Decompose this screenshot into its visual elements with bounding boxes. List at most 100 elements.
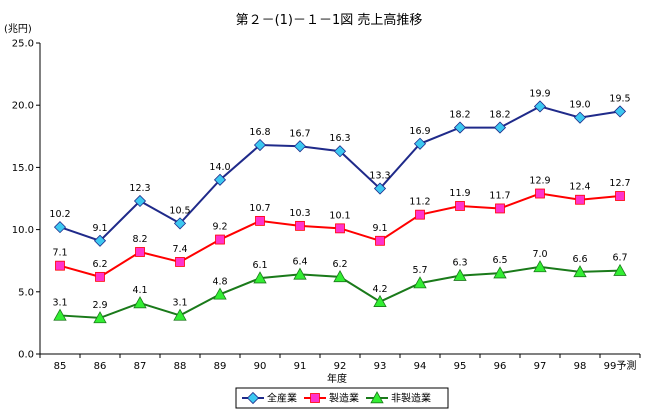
- data-point: [95, 271, 105, 282]
- data-label: 11.9: [449, 188, 470, 199]
- data-point: [293, 267, 307, 280]
- series-1: 10.2 9.1 12.3 10.5 14.0 16.8 16.7 16.3 13.3 16.9 1…: [49, 88, 631, 247]
- data-label: 3.1: [172, 297, 187, 308]
- data-label: 6.7: [612, 253, 627, 264]
- data-point: [253, 271, 267, 284]
- data-point: [175, 257, 185, 267]
- data-point: [93, 311, 107, 324]
- data-label: 12.3: [129, 183, 150, 194]
- data-label: 7.1: [52, 248, 67, 259]
- x-tick-label: 93: [374, 361, 387, 372]
- data-point: [55, 260, 65, 271]
- data-label: 12.9: [529, 176, 550, 187]
- data-label: 19.0: [569, 100, 590, 111]
- data-point: [455, 201, 465, 211]
- data-point: [533, 100, 547, 113]
- data-label: 19.5: [609, 93, 630, 104]
- y-axis-unit: (兆円): [4, 23, 32, 35]
- data-point: [493, 266, 507, 279]
- data-point: [293, 140, 307, 153]
- x-tick-label: 87: [134, 361, 147, 372]
- data-label: 8.2: [132, 234, 147, 245]
- x-tick-label: 86: [94, 361, 107, 372]
- y-tick-label: 25.0: [12, 39, 34, 50]
- x-tick-label: 94: [414, 361, 427, 372]
- data-label: 12.4: [569, 182, 590, 193]
- data-point: [253, 138, 267, 152]
- x-tick-label: 95: [454, 361, 467, 372]
- x-tick-label: 89: [214, 361, 227, 372]
- data-point: [335, 223, 345, 234]
- legend-marker: [370, 391, 384, 404]
- data-label: 4.2: [372, 284, 387, 295]
- data-label: 6.4: [292, 256, 307, 267]
- y-tick-label: 10.0: [12, 225, 34, 236]
- x-tick-label: 90: [254, 361, 267, 372]
- y-tick-label: 15.0: [12, 163, 34, 174]
- data-label: 6.2: [92, 259, 107, 270]
- data-label: 14.0: [209, 162, 230, 173]
- data-label: 4.1: [132, 285, 147, 296]
- data-point: [373, 294, 387, 307]
- x-tick-label: 88: [174, 361, 187, 372]
- data-label: 2.9: [92, 300, 107, 311]
- data-point: [255, 215, 265, 226]
- series-2: 7.1 6.2 8.2 7.4 9.2 10.7 10.3 10.1 9.1 11.2 11.9 11…: [52, 176, 631, 282]
- data-point: [613, 105, 627, 118]
- x-tick-label: 97: [534, 361, 547, 372]
- legend-label: 製造業: [329, 392, 359, 405]
- series-layer: 10.2 9.1 12.3 10.5 14.0 16.8 16.7 16.3 13.3 16.9 1…: [49, 88, 631, 324]
- data-point: [173, 217, 187, 230]
- data-point: [533, 260, 547, 273]
- data-point: [133, 194, 147, 208]
- data-point: [493, 121, 507, 134]
- data-label: 10.1: [329, 210, 350, 221]
- data-label: 7.4: [172, 244, 187, 255]
- data-label: 9.1: [92, 223, 107, 234]
- data-point: [93, 234, 107, 247]
- data-point: [333, 145, 347, 158]
- data-label: 10.5: [169, 205, 190, 216]
- data-point: [213, 173, 227, 186]
- data-label: 12.7: [609, 178, 630, 189]
- axes: 0.0 5.0 10.0 15.0 20.0 25.0 85 86 87 88 89 90 91 92 93…: [12, 39, 641, 372]
- data-label: 6.5: [492, 255, 507, 266]
- data-point: [413, 276, 427, 289]
- x-axis-label: 年度: [327, 372, 347, 385]
- legend-marker: [310, 393, 320, 403]
- data-label: 10.7: [249, 203, 270, 214]
- data-point: [135, 247, 145, 257]
- data-point: [615, 191, 625, 201]
- data-point: [613, 263, 627, 276]
- legend-marker: [246, 391, 260, 405]
- x-tick-label: 98: [574, 361, 587, 372]
- data-label: 7.0: [532, 249, 547, 260]
- series-3: 3.1 2.9 4.1 3.1 4.8 6.1 6.4 6.2 4.2 5.7 6.3 6.5 7.0 6…: [52, 249, 628, 324]
- data-point: [535, 188, 545, 199]
- data-point: [53, 221, 67, 234]
- data-label: 11.2: [409, 197, 430, 208]
- data-label: 6.1: [252, 260, 267, 271]
- data-label: 10.2: [49, 209, 70, 220]
- data-label: 16.7: [289, 128, 310, 139]
- data-label: 16.8: [249, 127, 270, 138]
- data-point: [573, 111, 587, 124]
- y-tick-label: 0.0: [18, 350, 34, 361]
- x-tick-label: 92: [334, 361, 347, 372]
- x-tick-label: 85: [54, 361, 67, 372]
- data-point: [415, 209, 425, 220]
- data-label: 9.1: [372, 223, 387, 234]
- data-point: [573, 265, 587, 278]
- y-tick-label: 5.0: [18, 287, 34, 298]
- data-point: [215, 234, 225, 245]
- data-label: 3.1: [52, 297, 67, 308]
- data-point: [295, 220, 305, 231]
- data-point: [373, 182, 387, 195]
- data-point: [495, 203, 505, 214]
- data-label: 11.7: [489, 190, 510, 201]
- data-label: 6.6: [572, 254, 587, 265]
- data-label: 19.9: [529, 88, 550, 99]
- data-point: [453, 268, 467, 281]
- chart-title: 第２－(1)－１－1図 売上高推移: [236, 12, 423, 28]
